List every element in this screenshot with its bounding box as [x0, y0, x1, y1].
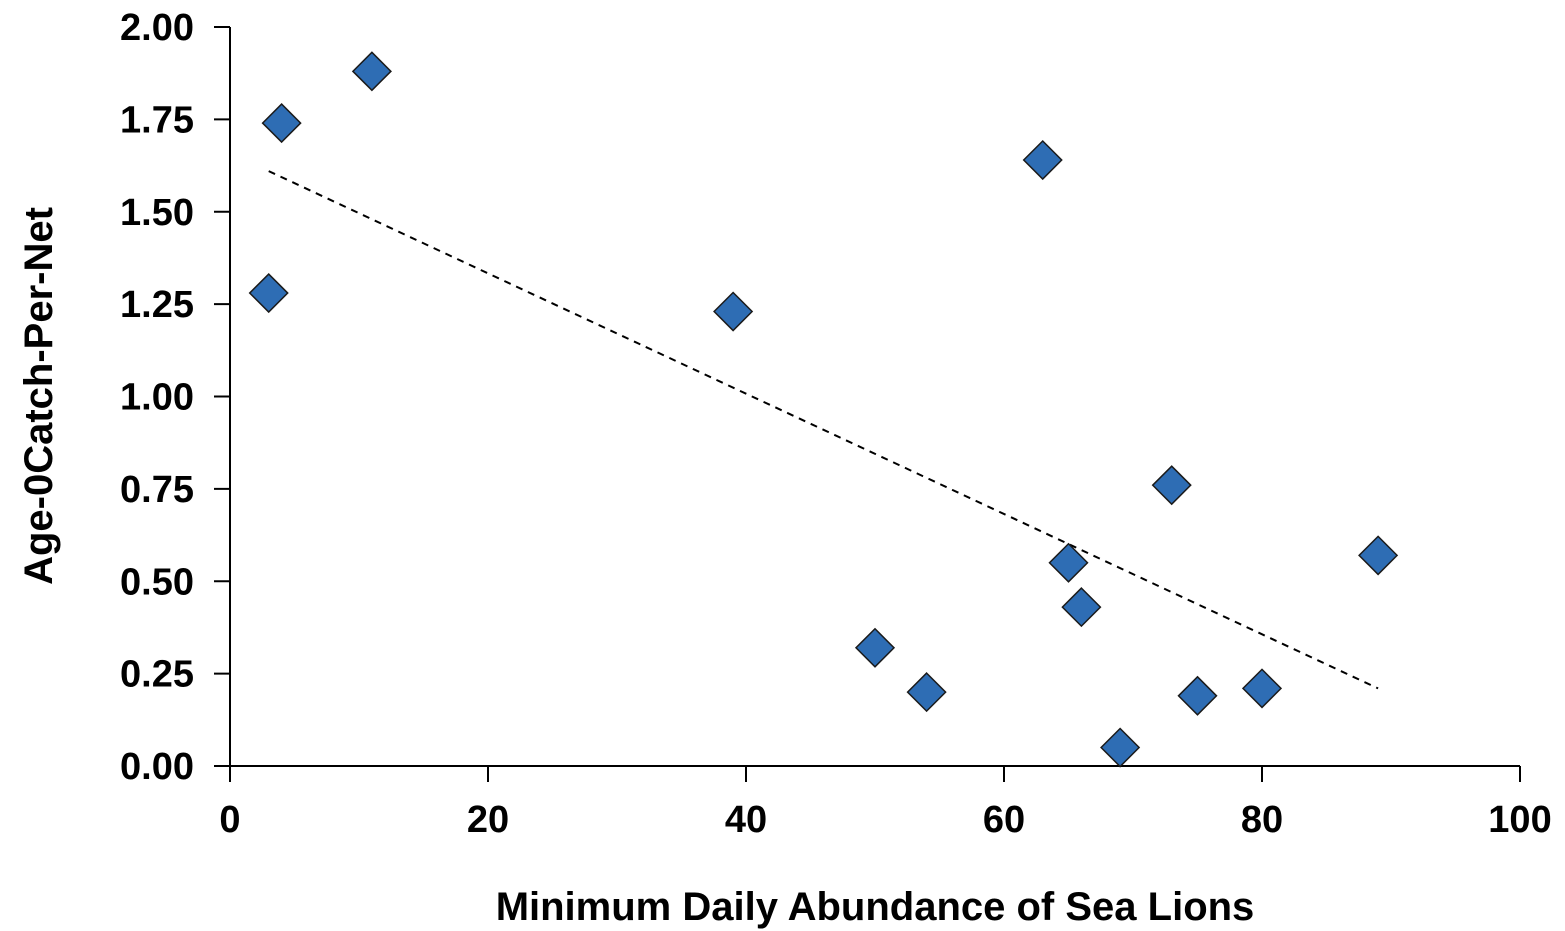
y-tick-label: 1.75 [120, 99, 194, 141]
y-tick-label: 1.25 [120, 284, 194, 326]
data-point [1177, 675, 1218, 716]
data-point [351, 51, 392, 92]
y-tick-label: 0.25 [120, 654, 194, 696]
data-point [1061, 587, 1102, 628]
x-axis-title: Minimum Daily Abundance of Sea Lions [496, 885, 1255, 929]
x-tick-label: 80 [1241, 799, 1283, 841]
data-point [854, 627, 896, 668]
y-tick-label: 1.00 [120, 377, 194, 419]
x-tick-label: 60 [983, 799, 1025, 841]
x-tick-label: 100 [1488, 799, 1551, 841]
y-tick-label: 0.50 [120, 561, 194, 603]
data-point [1048, 542, 1089, 583]
trendline-group [268, 170, 1379, 690]
x-tick-label: 0 [219, 799, 240, 841]
y-axis-title: Age-0Catch-Per-Net [17, 207, 61, 585]
data-point [1358, 535, 1399, 576]
axes [214, 26, 1521, 782]
data-points [248, 51, 1399, 768]
trendline [268, 170, 1379, 690]
data-point [713, 291, 754, 332]
data-point [261, 103, 302, 144]
data-point [906, 672, 947, 713]
data-point [1100, 727, 1141, 768]
data-point [1151, 465, 1192, 506]
y-tick-label: 0.75 [120, 469, 194, 511]
data-point [1022, 139, 1063, 181]
x-tick-label: 20 [467, 799, 509, 841]
x-tick-label: 40 [725, 799, 767, 841]
data-point [248, 272, 289, 314]
y-tick-label: 1.50 [120, 192, 194, 234]
y-tick-label: 0.00 [120, 746, 194, 788]
tick-labels: 0.00 0.25 0.50 0.75 1.00 1.25 1.50 1.75 2.00 0 20 4… [120, 7, 1552, 841]
data-point [1241, 668, 1283, 709]
y-tick-label: 2.00 [120, 7, 194, 49]
